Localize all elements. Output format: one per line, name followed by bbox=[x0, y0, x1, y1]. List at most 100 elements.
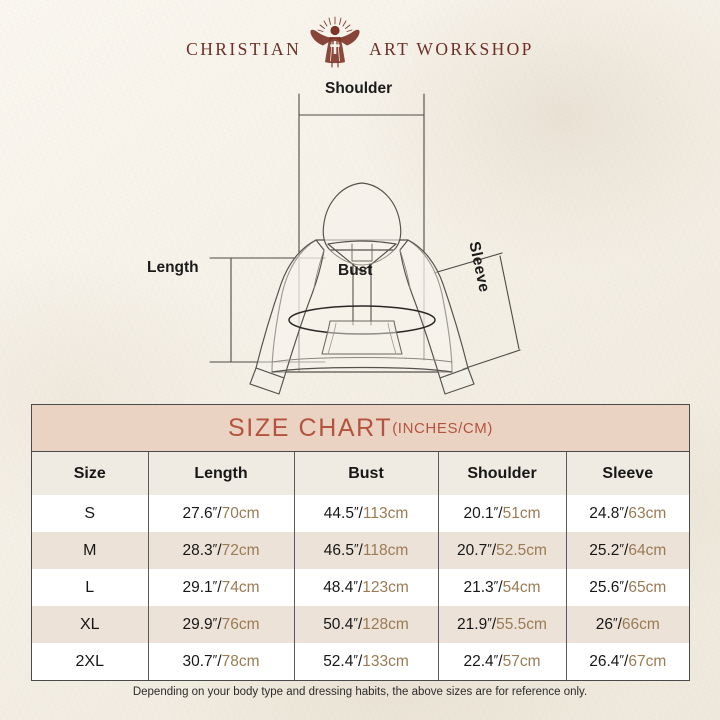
cell-shoulder: 21.3″/54cm bbox=[438, 569, 567, 606]
size-chart-title-units: (INCHES/CM) bbox=[392, 419, 493, 437]
brand-word-left: CHRISTIAN bbox=[186, 38, 302, 59]
cell-shoulder: 22.4″/57cm bbox=[438, 643, 567, 680]
column-header-sleeve: Sleeve bbox=[566, 452, 689, 495]
cell-bust: 46.5″/118cm bbox=[294, 532, 439, 569]
inch-symbol: ″ bbox=[353, 615, 358, 630]
value-cm: 76cm bbox=[221, 616, 260, 633]
cell-size: XL bbox=[32, 606, 149, 643]
inch-symbol: ″ bbox=[353, 652, 358, 667]
cell-bust: 44.5″/113cm bbox=[294, 495, 439, 532]
inch-symbol: ″ bbox=[612, 615, 618, 630]
inch-symbol: ″ bbox=[212, 652, 218, 667]
inch-symbol: ″ bbox=[353, 504, 359, 519]
column-header-shoulder: Shoulder bbox=[438, 452, 567, 495]
value-cm: 52.5cm bbox=[496, 542, 547, 559]
value-inches: 21.9 bbox=[457, 616, 488, 633]
size-chart-disclaimer: Depending on your body type and dressing… bbox=[132, 686, 588, 698]
size-chart-table-container: SIZE CHART (INCHES/CM) Size Length Bust … bbox=[31, 404, 690, 681]
hoodie-line-drawing bbox=[209, 93, 521, 395]
cell-bust: 50.4″/128cm bbox=[294, 606, 439, 643]
value-inches: 30.7 bbox=[182, 653, 213, 670]
value-inches: 21.3 bbox=[463, 579, 494, 596]
cell-sleeve: 26.4″/67cm bbox=[566, 643, 689, 680]
value-cm: 123cm bbox=[362, 579, 409, 596]
label-bust: Bust bbox=[338, 262, 373, 279]
value-inches: 25.2 bbox=[589, 542, 620, 559]
value-cm: 51cm bbox=[502, 505, 541, 522]
value-inches: 50.4 bbox=[323, 616, 354, 633]
value-inches: 29.9 bbox=[182, 616, 213, 633]
value-inches: 29.1 bbox=[182, 579, 213, 596]
cell-length: 30.7″/78cm bbox=[148, 643, 295, 680]
value-inches: 27.6 bbox=[182, 505, 213, 522]
cell-shoulder: 20.7″/52.5cm bbox=[438, 532, 567, 569]
cell-size: S bbox=[32, 495, 149, 532]
cell-length: 28.3″/72cm bbox=[148, 532, 295, 569]
label-shoulder: Shoulder bbox=[325, 80, 393, 97]
value-inches: 52.4 bbox=[323, 653, 354, 670]
inch-symbol: ″ bbox=[212, 541, 218, 556]
inch-symbol: ″ bbox=[493, 504, 499, 519]
value-inches: 25.6 bbox=[589, 579, 620, 596]
cell-size: M bbox=[32, 532, 149, 569]
value-cm: 74cm bbox=[221, 579, 260, 596]
size-chart-title-main: SIZE CHART bbox=[228, 413, 393, 442]
value-inches: 26.4 bbox=[589, 653, 620, 670]
value-inches: 24.8 bbox=[589, 505, 620, 522]
label-length: Length bbox=[147, 259, 199, 276]
value-inches: 44.5 bbox=[323, 505, 354, 522]
table-row: M 28.3″/72cm 46.5″/118cm 20.7″/52.5cm 25… bbox=[32, 532, 689, 569]
cell-sleeve: 24.8″/63cm bbox=[566, 495, 689, 532]
value-inches: 48.4 bbox=[323, 579, 354, 596]
inch-symbol: ″ bbox=[619, 504, 625, 519]
table-row: S 27.6″/70cm 44.5″/113cm 20.1″/51cm 24.8… bbox=[32, 495, 689, 532]
value-inches: 28.3 bbox=[182, 542, 213, 559]
cell-shoulder: 21.9″/55.5cm bbox=[438, 606, 567, 643]
inch-symbol: ″ bbox=[212, 615, 218, 630]
inch-symbol: ″ bbox=[619, 541, 625, 556]
value-cm: 65cm bbox=[628, 579, 667, 596]
column-header-length: Length bbox=[148, 452, 295, 495]
table-row: L 29.1″/74cm 48.4″/123cm 21.3″/54cm 25.6… bbox=[32, 569, 689, 606]
risen-christ-cross-icon bbox=[310, 16, 360, 68]
cell-sleeve: 26″/66cm bbox=[566, 606, 689, 643]
inch-symbol: ″ bbox=[493, 652, 499, 667]
value-cm: 66cm bbox=[621, 616, 660, 633]
inch-symbol: ″ bbox=[493, 578, 499, 593]
value-inches: 20.7 bbox=[457, 542, 488, 559]
inch-symbol: ″ bbox=[212, 504, 218, 519]
value-cm: 78cm bbox=[221, 653, 260, 670]
value-cm: 67cm bbox=[628, 653, 667, 670]
size-chart-table: Size Length Bust Shoulder Sleeve S 27.6″… bbox=[32, 452, 689, 680]
value-cm: 57cm bbox=[502, 653, 541, 670]
column-header-bust: Bust bbox=[294, 452, 439, 495]
cell-sleeve: 25.6″/65cm bbox=[566, 569, 689, 606]
cell-size: 2XL bbox=[32, 643, 149, 680]
table-row: XL 29.9″/76cm 50.4″/128cm 21.9″/55.5cm 2… bbox=[32, 606, 689, 643]
cell-shoulder: 20.1″/51cm bbox=[438, 495, 567, 532]
value-cm: 72cm bbox=[221, 542, 260, 559]
value-cm: 133cm bbox=[362, 653, 409, 670]
value-cm: 128cm bbox=[362, 616, 409, 633]
inch-symbol: ″ bbox=[487, 615, 492, 630]
cell-length: 29.9″/76cm bbox=[148, 606, 295, 643]
value-inches: 26 bbox=[595, 616, 613, 633]
inch-symbol: ″ bbox=[619, 578, 625, 593]
table-row: 2XL 30.7″/78cm 52.4″/133cm 22.4″/57cm 26… bbox=[32, 643, 689, 680]
value-cm: 63cm bbox=[628, 505, 667, 522]
inch-symbol: ″ bbox=[353, 578, 358, 593]
value-cm: 54cm bbox=[502, 579, 541, 596]
value-cm: 55.5cm bbox=[496, 616, 547, 633]
value-cm: 118cm bbox=[362, 542, 409, 559]
cell-length: 29.1″/74cm bbox=[148, 569, 295, 606]
cell-bust: 52.4″/133cm bbox=[294, 643, 439, 680]
inch-symbol: ″ bbox=[212, 578, 218, 593]
value-cm: 70cm bbox=[221, 505, 260, 522]
cell-bust: 48.4″/123cm bbox=[294, 569, 439, 606]
value-inches: 22.4 bbox=[463, 653, 494, 670]
value-cm: 113cm bbox=[362, 505, 409, 522]
brand-word-right: ART WORKSHOP bbox=[369, 38, 534, 59]
brand-header: CHRISTIAN bbox=[0, 14, 720, 70]
inch-symbol: ″ bbox=[619, 652, 625, 667]
cell-sleeve: 25.2″/64cm bbox=[566, 532, 689, 569]
